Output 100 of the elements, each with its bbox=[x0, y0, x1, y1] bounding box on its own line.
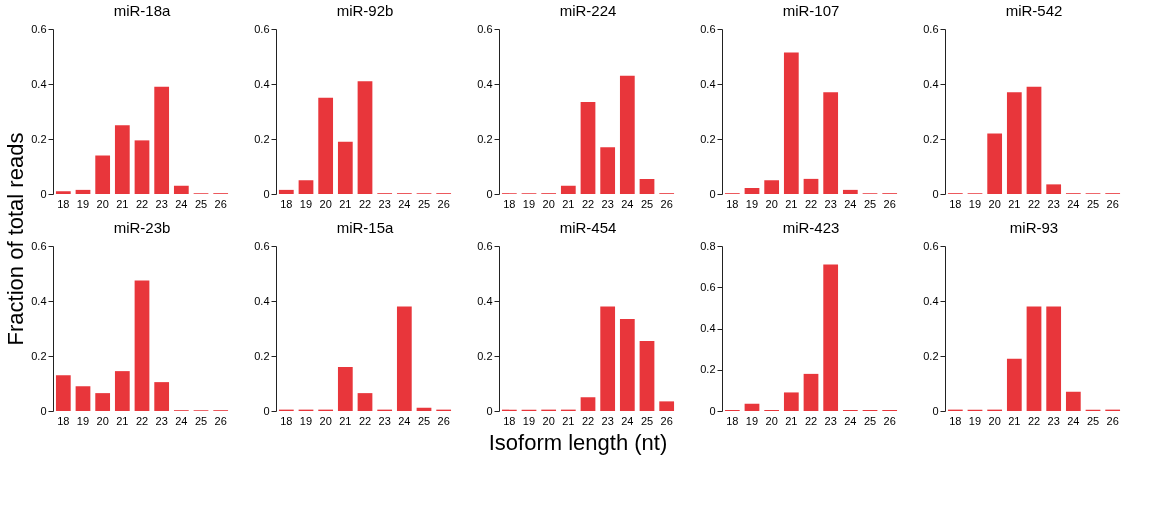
bar bbox=[357, 81, 373, 194]
x-tick-label: 24 bbox=[398, 197, 411, 210]
x-tick-label: 18 bbox=[503, 197, 516, 210]
x-tick-label: 26 bbox=[437, 414, 450, 427]
x-tick-label: 22 bbox=[1027, 414, 1041, 427]
y-tick-label: 0.6 bbox=[31, 22, 47, 35]
chart-title: miR-224 bbox=[559, 2, 617, 19]
y-tick-label: 0 bbox=[709, 187, 716, 200]
y-tick-label: 0.6 bbox=[477, 22, 493, 35]
bar bbox=[764, 180, 780, 194]
x-tick-label: 26 bbox=[883, 197, 896, 210]
x-tick-label: 24 bbox=[398, 414, 411, 427]
x-tick-label: 24 bbox=[1067, 197, 1080, 210]
x-tick-label: 18 bbox=[726, 197, 739, 210]
bar bbox=[318, 97, 334, 194]
bar bbox=[639, 340, 655, 411]
bar bbox=[1026, 306, 1042, 411]
y-tick-label: 0.4 bbox=[254, 294, 270, 307]
y-tick-label: 0.6 bbox=[923, 239, 939, 252]
bar bbox=[114, 125, 130, 194]
x-tick-label: 23 bbox=[155, 414, 168, 427]
x-tick-label: 22 bbox=[1027, 197, 1041, 210]
y-tick-label: 0.4 bbox=[700, 322, 716, 334]
y-tick-label: 0.6 bbox=[700, 22, 716, 35]
x-tick-label: 26 bbox=[214, 197, 227, 210]
bar bbox=[75, 189, 91, 194]
y-tick-label: 0.8 bbox=[700, 239, 716, 252]
bar bbox=[278, 189, 294, 194]
x-tick-label: 25 bbox=[194, 197, 208, 210]
y-tick-label: 0.4 bbox=[923, 77, 939, 90]
x-tick-label: 22 bbox=[581, 197, 595, 210]
x-tick-label: 26 bbox=[1106, 414, 1119, 427]
x-tick-label: 18 bbox=[949, 197, 962, 210]
x-tick-label: 19 bbox=[299, 197, 313, 210]
y-tick-label: 0.2 bbox=[700, 132, 716, 145]
bar bbox=[803, 178, 819, 194]
bar bbox=[744, 187, 760, 194]
bar bbox=[55, 375, 71, 411]
chart-title: miR-107 bbox=[782, 2, 840, 19]
y-tick-label: 0 bbox=[263, 187, 270, 200]
y-tick-label: 0.2 bbox=[923, 132, 939, 145]
x-tick-label: 21 bbox=[1008, 197, 1021, 210]
x-tick-label: 21 bbox=[339, 414, 352, 427]
bar bbox=[600, 147, 616, 194]
x-tick-label: 22 bbox=[581, 414, 595, 427]
x-tick-label: 26 bbox=[214, 414, 227, 427]
bar bbox=[744, 403, 760, 411]
bar bbox=[619, 75, 635, 194]
x-tick-label: 24 bbox=[175, 197, 188, 210]
x-tick-label: 24 bbox=[621, 414, 634, 427]
y-tick-label: 0.4 bbox=[477, 77, 493, 90]
y-tick-label: 0.6 bbox=[254, 22, 270, 35]
x-tick-label: 19 bbox=[968, 414, 982, 427]
x-tick-label: 21 bbox=[785, 197, 798, 210]
bar bbox=[600, 306, 616, 411]
x-tick-label: 23 bbox=[378, 197, 391, 210]
x-tick-label: 23 bbox=[1047, 414, 1060, 427]
x-tick-label: 20 bbox=[542, 197, 555, 210]
x-tick-label: 26 bbox=[437, 197, 450, 210]
x-tick-label: 20 bbox=[96, 197, 109, 210]
chart-title: miR-423 bbox=[782, 219, 840, 236]
x-tick-label: 19 bbox=[76, 414, 90, 427]
y-tick-label: 0.2 bbox=[923, 349, 939, 362]
bar bbox=[1065, 391, 1081, 411]
bar bbox=[134, 140, 150, 194]
x-tick-label: 23 bbox=[824, 197, 837, 210]
x-tick-label: 22 bbox=[358, 414, 372, 427]
x-tick-label: 26 bbox=[883, 414, 896, 427]
bar bbox=[298, 180, 314, 194]
x-tick-label: 20 bbox=[765, 414, 778, 427]
x-tick-label: 25 bbox=[1086, 197, 1100, 210]
x-tick-label: 19 bbox=[745, 197, 759, 210]
x-tick-label: 25 bbox=[863, 197, 877, 210]
x-tick-label: 19 bbox=[745, 414, 759, 427]
x-tick-label: 19 bbox=[76, 197, 90, 210]
x-tick-label: 25 bbox=[417, 197, 431, 210]
bar bbox=[173, 185, 189, 194]
x-tick-label: 25 bbox=[863, 414, 877, 427]
x-tick-label: 26 bbox=[660, 197, 673, 210]
y-tick-label: 0.4 bbox=[31, 77, 47, 90]
x-tick-label: 20 bbox=[319, 414, 332, 427]
x-tick-label: 25 bbox=[194, 414, 208, 427]
x-axis-title: Isoform length (nt) bbox=[488, 430, 668, 455]
x-tick-label: 26 bbox=[660, 414, 673, 427]
x-tick-label: 18 bbox=[57, 414, 70, 427]
bar bbox=[580, 397, 596, 411]
bar bbox=[987, 133, 1003, 194]
chart-title: miR-23b bbox=[113, 219, 171, 236]
y-tick-label: 0.4 bbox=[31, 294, 47, 307]
y-tick-label: 0.4 bbox=[477, 294, 493, 307]
y-tick-label: 0.2 bbox=[254, 132, 270, 145]
x-tick-label: 21 bbox=[785, 414, 798, 427]
bar bbox=[55, 191, 71, 194]
x-tick-label: 20 bbox=[988, 197, 1001, 210]
x-tick-label: 20 bbox=[96, 414, 109, 427]
y-tick-label: 0 bbox=[932, 404, 939, 417]
bar bbox=[823, 264, 839, 411]
x-tick-label: 19 bbox=[968, 197, 982, 210]
x-tick-label: 19 bbox=[522, 197, 536, 210]
x-tick-label: 24 bbox=[175, 414, 188, 427]
